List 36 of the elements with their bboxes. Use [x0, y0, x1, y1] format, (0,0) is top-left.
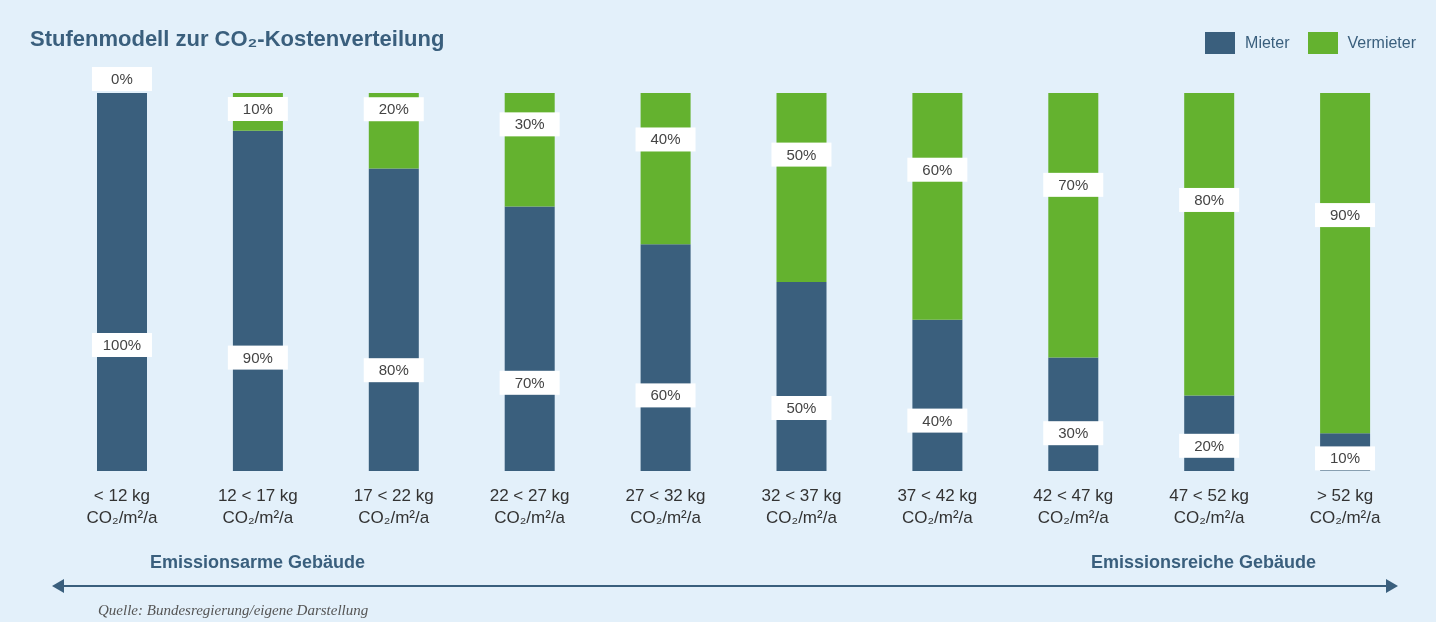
data-label: 10% [1330, 449, 1361, 467]
data-label: 80% [1194, 190, 1225, 208]
data-label: 30% [1058, 424, 1089, 442]
data-label: 80% [378, 361, 409, 379]
data-label: 70% [514, 373, 545, 391]
x-tick-label: 17 < 22 kg CO₂/m²/a [353, 486, 434, 527]
data-label: 70% [1058, 175, 1089, 193]
data-label: 60% [650, 386, 681, 404]
data-label: 30% [514, 115, 545, 133]
legend-label: Vermieter [1347, 34, 1416, 52]
data-label: 10% [242, 100, 273, 117]
data-label: 20% [378, 100, 409, 118]
text: Emissionsarme Gebäude [150, 552, 366, 573]
data-label: 50% [786, 399, 817, 416]
data-label: 90% [242, 348, 273, 366]
x-tick-label: 22 < 27 kg CO₂/m²/a [489, 486, 570, 527]
data-label: 40% [922, 411, 953, 429]
x-tick-label: 32 < 37 kg CO₂/m²/a [761, 486, 842, 527]
data-label: 60% [922, 160, 953, 178]
x-tick-label: 27 < 32 kg CO₂/m²/a [625, 486, 706, 527]
x-tick-label: 42 < 47 kg CO₂/m²/a [1033, 486, 1114, 527]
data-label: 40% [650, 130, 681, 148]
source-note: Quelle: Bundesregierung/eigene Darstellung [98, 602, 369, 619]
data-label: 90% [1330, 206, 1361, 224]
x-tick-label: 37 < 42 kg CO₂/m²/a [897, 486, 978, 527]
x-tick-label: 12 < 17 kg CO₂/m²/a [217, 486, 298, 527]
data-label: 50% [786, 145, 817, 163]
text: Emissionsreiche Gebäude [1090, 552, 1316, 573]
x-tick-label: > 52 kg CO₂/m²/a [1309, 486, 1381, 527]
legend-label: Mieter [1245, 34, 1290, 52]
x-tick-label: < 12 kg CO₂/m²/a [86, 486, 158, 527]
data-label: 0% [111, 70, 133, 87]
chart-title: Stufenmodell zur CO₂-Kostenverteilung [30, 26, 445, 52]
data-label: 100% [102, 336, 142, 353]
data-label: 20% [1194, 436, 1225, 454]
x-tick-label: 47 < 52 kg CO₂/m²/a [1169, 486, 1250, 527]
